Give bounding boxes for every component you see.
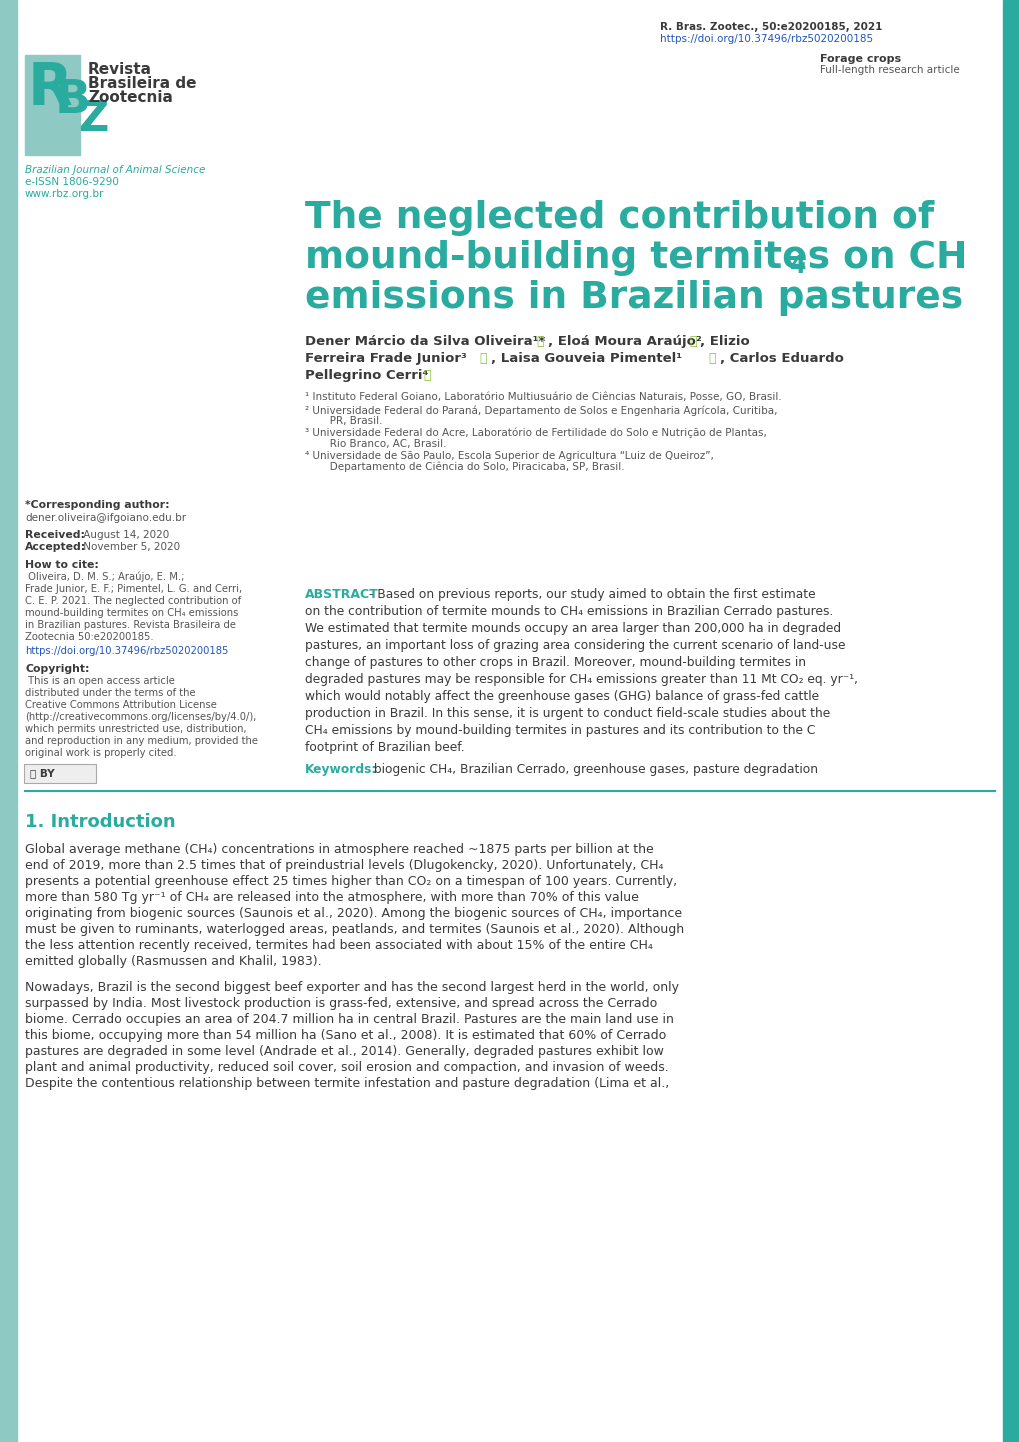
Text: dener.oliveira@ifgoiano.edu.br: dener.oliveira@ifgoiano.edu.br xyxy=(25,513,185,523)
Text: C. E. P. 2021. The neglected contribution of: C. E. P. 2021. The neglected contributio… xyxy=(25,596,242,606)
Text: Dener Márcio da Silva Oliveira¹*: Dener Márcio da Silva Oliveira¹* xyxy=(305,335,545,348)
Text: the less attention recently received, termites had been associated with about 15: the less attention recently received, te… xyxy=(25,939,652,952)
Bar xyxy=(1002,0,1019,1442)
Text: change of pastures to other crops in Brazil. Moreover, mound-building termites i: change of pastures to other crops in Bra… xyxy=(305,656,805,669)
Text: mound-building termites on CH: mound-building termites on CH xyxy=(305,239,967,275)
Text: end of 2019, more than 2.5 times that of preindustrial levels (Dlugokencky, 2020: end of 2019, more than 2.5 times that of… xyxy=(25,859,662,872)
Text: R: R xyxy=(28,61,73,117)
Text: 1. Introduction: 1. Introduction xyxy=(25,813,175,831)
Text: This is an open access article: This is an open access article xyxy=(25,676,174,686)
Text: biome. Cerrado occupies an area of 204.7 million ha in central Brazil. Pastures : biome. Cerrado occupies an area of 204.7… xyxy=(25,1012,674,1027)
Text: ⓒ BY: ⓒ BY xyxy=(30,769,55,779)
Text: B: B xyxy=(55,78,91,123)
Text: www.rbz.org.br: www.rbz.org.br xyxy=(25,189,104,199)
Text: Accepted:: Accepted: xyxy=(25,542,87,552)
Text: CH₄ emissions by mound-building termites in pastures and its contribution to the: CH₄ emissions by mound-building termites… xyxy=(305,724,814,737)
Text: We estimated that termite mounds occupy an area larger than 200,000 ha in degrad: We estimated that termite mounds occupy … xyxy=(305,622,841,634)
Text: ² Universidade Federal do Paraná, Departamento de Solos e Engenharia Agrícola, C: ² Universidade Federal do Paraná, Depart… xyxy=(305,405,776,415)
Text: , Laisa Gouveia Pimentel¹: , Laisa Gouveia Pimentel¹ xyxy=(490,352,682,365)
Text: on the contribution of termite mounds to CH₄ emissions in Brazilian Cerrado past: on the contribution of termite mounds to… xyxy=(305,606,833,619)
Text: mound-building termites on CH₄ emissions: mound-building termites on CH₄ emissions xyxy=(25,609,238,619)
Text: production in Brazil. In this sense, it is urgent to conduct field-scale studies: production in Brazil. In this sense, it … xyxy=(305,707,829,720)
Text: ⁴ Universidade de São Paulo, Escola Superior de Agricultura “Luiz de Queiroz”,: ⁴ Universidade de São Paulo, Escola Supe… xyxy=(305,451,713,461)
Text: Brasileira de: Brasileira de xyxy=(88,76,197,91)
Text: ⓘ: ⓘ xyxy=(476,352,487,365)
Text: Received:: Received: xyxy=(25,531,85,539)
Text: , Elizio: , Elizio xyxy=(699,335,749,348)
Text: pastures are degraded in some level (Andrade et al., 2014). Generally, degraded : pastures are degraded in some level (And… xyxy=(25,1045,663,1058)
Text: Ferreira Frade Junior³: Ferreira Frade Junior³ xyxy=(305,352,467,365)
Text: https://doi.org/10.37496/rbz5020200185: https://doi.org/10.37496/rbz5020200185 xyxy=(25,646,228,656)
Text: Forage crops: Forage crops xyxy=(819,53,900,63)
Text: ⓘ: ⓘ xyxy=(533,335,544,348)
Text: presents a potential greenhouse effect 25 times higher than CO₂ on a timespan of: presents a potential greenhouse effect 2… xyxy=(25,875,677,888)
Text: - Based on previous reports, our study aimed to obtain the first estimate: - Based on previous reports, our study a… xyxy=(365,588,815,601)
Text: Zootecnia: Zootecnia xyxy=(88,89,172,105)
Text: and reproduction in any medium, provided the: and reproduction in any medium, provided… xyxy=(25,735,258,746)
Text: originating from biogenic sources (Saunois et al., 2020). Among the biogenic sou: originating from biogenic sources (Sauno… xyxy=(25,907,682,920)
Text: Revista: Revista xyxy=(88,62,152,76)
Text: The neglected contribution of: The neglected contribution of xyxy=(305,200,933,236)
Text: , Eloá Moura Araújo²: , Eloá Moura Araújo² xyxy=(547,335,701,348)
Text: August 14, 2020: August 14, 2020 xyxy=(79,531,169,539)
Text: (http://creativecommons.org/licenses/by/4.0/),: (http://creativecommons.org/licenses/by/… xyxy=(25,712,256,722)
Text: original work is properly cited.: original work is properly cited. xyxy=(25,748,176,758)
Text: Z: Z xyxy=(77,98,108,140)
Text: 4: 4 xyxy=(790,254,806,278)
Text: Brazilian Journal of Animal Science: Brazilian Journal of Animal Science xyxy=(25,164,205,174)
Text: Departamento de Ciência do Solo, Piracicaba, SP, Brasil.: Departamento de Ciência do Solo, Piracic… xyxy=(320,461,624,473)
Text: Zootecnia 50:e20200185.: Zootecnia 50:e20200185. xyxy=(25,632,154,642)
Text: R. Bras. Zootec., 50:e20200185, 2021: R. Bras. Zootec., 50:e20200185, 2021 xyxy=(659,22,881,32)
Text: Full-length research article: Full-length research article xyxy=(819,65,959,75)
Text: ³ Universidade Federal do Acre, Laboratório de Fertilidade do Solo e Nutrição de: ³ Universidade Federal do Acre, Laborató… xyxy=(305,428,766,438)
Bar xyxy=(0,0,17,1442)
Text: Global average methane (CH₄) concentrations in atmosphere reached ~1875 parts pe: Global average methane (CH₄) concentrati… xyxy=(25,844,653,857)
Text: degraded pastures may be responsible for CH₄ emissions greater than 11 Mt CO₂ eq: degraded pastures may be responsible for… xyxy=(305,673,857,686)
Text: *Corresponding author:: *Corresponding author: xyxy=(25,500,169,510)
Text: ABSTRACT: ABSTRACT xyxy=(305,588,378,601)
Text: How to cite:: How to cite: xyxy=(25,559,99,570)
Text: Frade Junior, E. F.; Pimentel, L. G. and Cerri,: Frade Junior, E. F.; Pimentel, L. G. and… xyxy=(25,584,242,594)
Text: ¹ Instituto Federal Goiano, Laboratório Multiusuário de Ciências Naturais, Posse: ¹ Instituto Federal Goiano, Laboratório … xyxy=(305,392,781,402)
Text: November 5, 2020: November 5, 2020 xyxy=(79,542,180,552)
Text: PR, Brasil.: PR, Brasil. xyxy=(320,415,382,425)
Text: surpassed by India. Most livestock production is grass-fed, extensive, and sprea: surpassed by India. Most livestock produ… xyxy=(25,996,656,1009)
Text: plant and animal productivity, reduced soil cover, soil erosion and compaction, : plant and animal productivity, reduced s… xyxy=(25,1061,668,1074)
Text: ⓘ: ⓘ xyxy=(420,369,431,382)
Text: Nowadays, Brazil is the second biggest beef exporter and has the second largest : Nowadays, Brazil is the second biggest b… xyxy=(25,981,679,994)
Text: Creative Commons Attribution License: Creative Commons Attribution License xyxy=(25,699,217,709)
Text: Oliveira, D. M. S.; Araújo, E. M.;: Oliveira, D. M. S.; Araújo, E. M.; xyxy=(25,572,184,583)
Text: https://doi.org/10.37496/rbz5020200185: https://doi.org/10.37496/rbz5020200185 xyxy=(659,35,872,45)
Text: Despite the contentious relationship between termite infestation and pasture deg: Despite the contentious relationship bet… xyxy=(25,1077,668,1090)
Text: distributed under the terms of the: distributed under the terms of the xyxy=(25,688,196,698)
Text: e-ISSN 1806-9290: e-ISSN 1806-9290 xyxy=(25,177,119,187)
Text: must be given to ruminants, waterlogged areas, peatlands, and termites (Saunois : must be given to ruminants, waterlogged … xyxy=(25,923,684,936)
Text: pastures, an important loss of grazing area considering the current scenario of : pastures, an important loss of grazing a… xyxy=(305,639,845,652)
Text: Copyright:: Copyright: xyxy=(25,663,90,673)
Text: ⓘ: ⓘ xyxy=(704,352,715,365)
Text: footprint of Brazilian beef.: footprint of Brazilian beef. xyxy=(305,741,465,754)
Text: which permits unrestricted use, distribution,: which permits unrestricted use, distribu… xyxy=(25,724,247,734)
Text: ⓘ: ⓘ xyxy=(686,335,697,348)
Text: more than 580 Tg yr⁻¹ of CH₄ are released into the atmosphere, with more than 70: more than 580 Tg yr⁻¹ of CH₄ are release… xyxy=(25,891,638,904)
Text: this biome, occupying more than 54 million ha (Sano et al., 2008). It is estimat: this biome, occupying more than 54 milli… xyxy=(25,1030,665,1043)
Text: Pellegrino Cerri⁴: Pellegrino Cerri⁴ xyxy=(305,369,428,382)
Text: , Carlos Eduardo: , Carlos Eduardo xyxy=(719,352,843,365)
Text: in Brazilian pastures. Revista Brasileira de: in Brazilian pastures. Revista Brasileir… xyxy=(25,620,235,630)
Bar xyxy=(25,55,79,154)
Text: emissions in Brazilian pastures: emissions in Brazilian pastures xyxy=(305,280,962,316)
Text: which would notably affect the greenhouse gases (GHG) balance of grass-fed cattl: which would notably affect the greenhous… xyxy=(305,691,818,704)
Text: emitted globally (Rasmussen and Khalil, 1983).: emitted globally (Rasmussen and Khalil, … xyxy=(25,955,321,968)
Text: biogenic CH₄, Brazilian Cerrado, greenhouse gases, pasture degradation: biogenic CH₄, Brazilian Cerrado, greenho… xyxy=(370,763,817,776)
Text: Rio Branco, AC, Brasil.: Rio Branco, AC, Brasil. xyxy=(320,438,446,448)
FancyBboxPatch shape xyxy=(24,764,96,783)
Text: Keywords:: Keywords: xyxy=(305,763,377,776)
